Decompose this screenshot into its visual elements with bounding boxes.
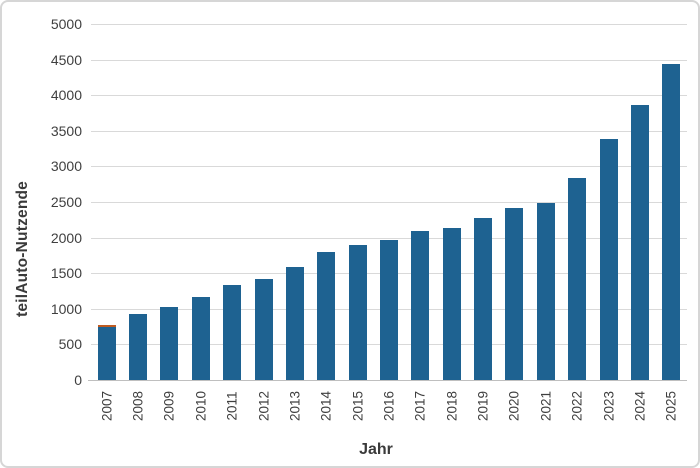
y-tick-label-3000: 3000 (50, 158, 82, 175)
bar-2020 (505, 208, 524, 380)
x-tick-label-2015: 2015 (350, 390, 366, 422)
x-tick-label-2019: 2019 (475, 390, 491, 422)
y-tick-label-500: 500 (58, 336, 82, 353)
y-tick-label-0: 0 (74, 372, 82, 388)
x-tick-label-2007: 2007 (99, 390, 115, 422)
x-tick-label-2011: 2011 (224, 391, 240, 421)
y-tick-label-5000: 5000 (50, 16, 82, 32)
x-tick-label-2020: 2020 (506, 390, 522, 422)
bar-2021 (536, 203, 555, 380)
x-tick-label-2012: 2012 (256, 390, 272, 422)
bar-2016 (380, 240, 398, 380)
y-tick-label-1000: 1000 (50, 300, 82, 317)
gridline-3500 (91, 130, 687, 132)
bar-2018 (442, 227, 461, 380)
gridline-3000 (91, 166, 687, 168)
gridline-5000 (91, 24, 687, 25)
x-tick-label-2010: 2010 (193, 390, 209, 422)
x-axis-baseline (88, 380, 687, 381)
x-tick-label-2024: 2024 (632, 390, 648, 422)
bar-2017 (411, 231, 430, 380)
bar-2014 (317, 251, 336, 380)
x-tick-label-2016: 2016 (381, 390, 397, 422)
bar-2008 (129, 314, 148, 380)
gridline-2500 (91, 202, 687, 203)
bar-2009 (160, 306, 179, 380)
y-tick-label-1500: 1500 (50, 265, 82, 282)
x-tick-label-2023: 2023 (601, 390, 617, 422)
bar-2011 (223, 285, 242, 380)
x-tick-label-2021: 2021 (538, 390, 554, 422)
bar-2019 (474, 218, 493, 380)
x-tick-label-2008: 2008 (130, 390, 146, 422)
x-tick-label-2017: 2017 (412, 390, 428, 422)
bar-2015 (348, 245, 367, 380)
gridline-2000 (91, 237, 687, 239)
y-tick-label-4500: 4500 (50, 51, 82, 68)
bar-2007 (97, 325, 116, 380)
gridline-4000 (91, 95, 687, 97)
x-tick-label-2014: 2014 (318, 390, 334, 422)
bar-2025 (662, 63, 681, 380)
gridline-4500 (91, 59, 687, 61)
y-tick-label-4000: 4000 (50, 87, 82, 104)
x-tick-label-2022: 2022 (569, 390, 585, 422)
bar-2010 (191, 296, 210, 380)
x-tick-label-2025: 2025 (663, 390, 679, 422)
x-tick-label-2009: 2009 (161, 390, 177, 422)
y-tick-label-3500: 3500 (50, 122, 82, 139)
bar-2012 (254, 278, 273, 380)
bar-2023 (599, 139, 618, 380)
x-tick-label-2013: 2013 (287, 390, 303, 422)
bar-2024 (630, 105, 649, 380)
y-tick-label-2500: 2500 (50, 194, 82, 210)
bar-2022 (568, 177, 587, 380)
bar-2013 (285, 266, 304, 380)
y-tick-label-2000: 2000 (50, 229, 82, 246)
x-tick-label-2018: 2018 (444, 390, 460, 422)
x-axis-title: Jahr (359, 441, 393, 458)
